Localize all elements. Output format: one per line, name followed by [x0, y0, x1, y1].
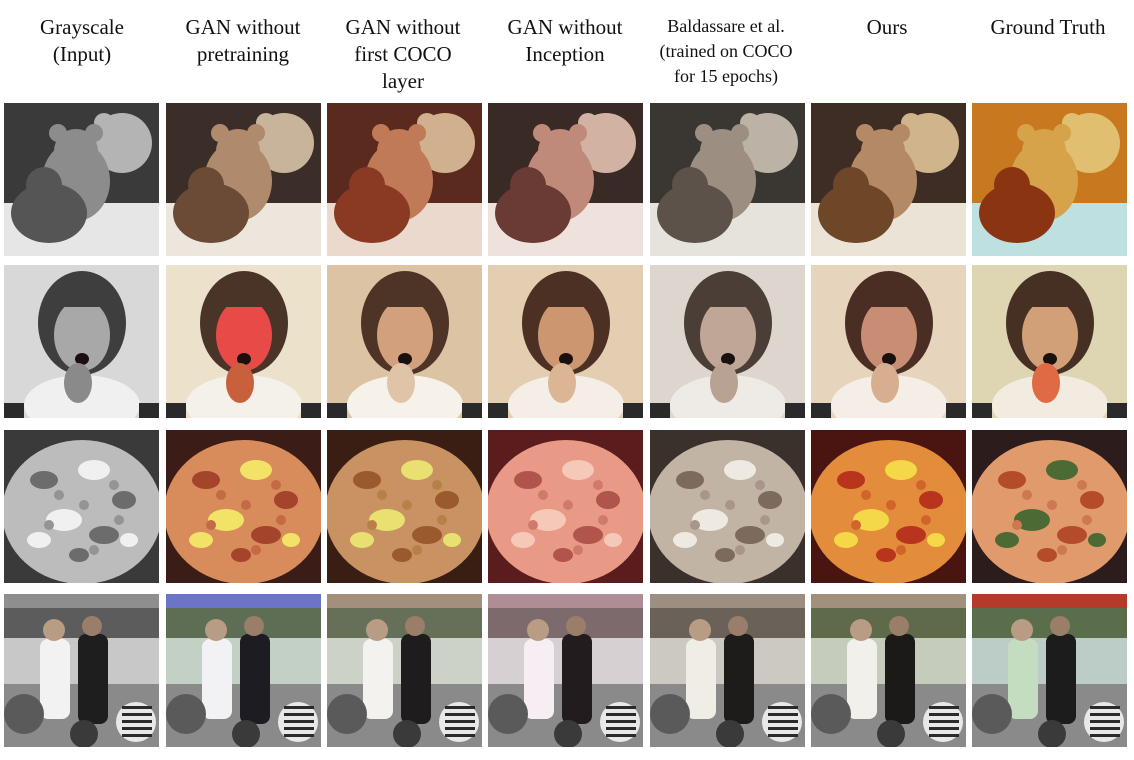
- crowd-photo: [972, 594, 1127, 747]
- image-girl-baldassare: [650, 265, 805, 418]
- teddy-bears-photo: [811, 103, 966, 256]
- pizza-photo: [488, 430, 643, 583]
- image-pizza-gan-no-inception: [488, 430, 643, 583]
- crowd-photo: [488, 594, 643, 747]
- girl-photo: [650, 265, 805, 418]
- crowd-photo: [327, 594, 482, 747]
- image-pizza-grayscale: [4, 430, 159, 583]
- column-header-gan-no-first-coco: GAN without first COCO layer: [323, 14, 483, 95]
- pizza-photo: [327, 430, 482, 583]
- image-pizza-gan-no-first-coco: [327, 430, 482, 583]
- column-header-line: first COCO: [354, 42, 452, 66]
- image-teddy-bears-ours: [811, 103, 966, 256]
- image-crowd-grayscale: [4, 594, 159, 747]
- pizza-photo: [4, 430, 159, 583]
- image-pizza-gan-no-pretraining: [166, 430, 321, 583]
- column-header-line: GAN without: [345, 15, 461, 39]
- pizza-photo: [650, 430, 805, 583]
- teddy-bears-photo: [488, 103, 643, 256]
- column-header-line: Ours: [866, 15, 908, 39]
- image-crowd-gan-no-inception: [488, 594, 643, 747]
- image-girl-ours: [811, 265, 966, 418]
- image-crowd-gan-no-pretraining: [166, 594, 321, 747]
- image-teddy-bears-ground-truth: [972, 103, 1127, 256]
- column-header-ours: Ours: [807, 14, 967, 41]
- image-teddy-bears-baldassare: [650, 103, 805, 256]
- column-header-line: (trained on COCO: [659, 41, 793, 61]
- girl-photo: [488, 265, 643, 418]
- teddy-bears-photo: [327, 103, 482, 256]
- girl-photo: [811, 265, 966, 418]
- column-header-ground-truth: Ground Truth: [968, 14, 1128, 41]
- image-girl-grayscale: [4, 265, 159, 418]
- crowd-photo: [811, 594, 966, 747]
- pizza-photo: [166, 430, 321, 583]
- teddy-bears-photo: [972, 103, 1127, 256]
- image-teddy-bears-grayscale: [4, 103, 159, 256]
- column-header-line: for 15 epochs): [674, 66, 778, 86]
- column-header-line: layer: [382, 69, 424, 93]
- column-header-gan-no-inception: GAN without Inception: [485, 14, 645, 68]
- column-header-line: (Input): [52, 42, 112, 66]
- image-girl-ground-truth: [972, 265, 1127, 418]
- crowd-photo: [166, 594, 321, 747]
- image-crowd-baldassare: [650, 594, 805, 747]
- pizza-photo: [811, 430, 966, 583]
- image-pizza-ours: [811, 430, 966, 583]
- column-header-line: GAN without: [185, 15, 301, 39]
- column-header-line: Grayscale: [40, 15, 124, 39]
- teddy-bears-photo: [4, 103, 159, 256]
- column-header-line: GAN without: [507, 15, 623, 39]
- column-header-grayscale: Grayscale (Input): [2, 14, 162, 68]
- column-header-line: pretraining: [196, 42, 290, 66]
- image-pizza-baldassare: [650, 430, 805, 583]
- image-teddy-bears-gan-no-inception: [488, 103, 643, 256]
- image-teddy-bears-gan-no-pretraining: [166, 103, 321, 256]
- girl-photo: [972, 265, 1127, 418]
- column-header-line: Baldassare et al.: [667, 16, 785, 36]
- girl-photo: [327, 265, 482, 418]
- image-crowd-gan-no-first-coco: [327, 594, 482, 747]
- image-girl-gan-no-inception: [488, 265, 643, 418]
- image-girl-gan-no-first-coco: [327, 265, 482, 418]
- teddy-bears-photo: [650, 103, 805, 256]
- girl-photo: [166, 265, 321, 418]
- column-header-gan-no-pretraining: GAN without pretraining: [163, 14, 323, 68]
- column-header-baldassare: Baldassare et al. (trained on COCO for 15 …: [646, 14, 806, 89]
- teddy-bears-photo: [166, 103, 321, 256]
- image-teddy-bears-gan-no-first-coco: [327, 103, 482, 256]
- crowd-photo: [4, 594, 159, 747]
- column-header-line: Ground Truth: [990, 15, 1106, 39]
- column-header-line: Inception: [525, 42, 605, 66]
- image-crowd-ours: [811, 594, 966, 747]
- girl-photo: [4, 265, 159, 418]
- image-pizza-ground-truth: [972, 430, 1127, 583]
- pizza-photo: [972, 430, 1127, 583]
- image-girl-gan-no-pretraining: [166, 265, 321, 418]
- image-crowd-ground-truth: [972, 594, 1127, 747]
- crowd-photo: [650, 594, 805, 747]
